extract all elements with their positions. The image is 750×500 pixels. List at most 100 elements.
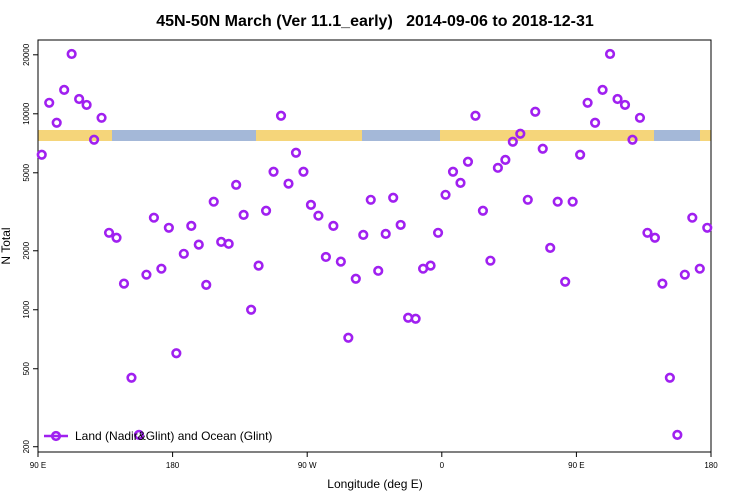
x-tick-label: 90 E [568, 461, 584, 470]
point [305, 199, 317, 210]
point [702, 222, 713, 233]
y-tick-label: 10000 [22, 102, 31, 125]
point [567, 196, 578, 207]
point [156, 263, 167, 274]
point [103, 227, 115, 238]
point [597, 84, 608, 95]
point [253, 260, 264, 271]
point [619, 99, 631, 111]
point [44, 97, 55, 108]
point [432, 227, 444, 238]
point [320, 251, 331, 263]
point [246, 304, 257, 315]
legend-marker [50, 430, 62, 442]
point [133, 429, 145, 440]
x-tick-label: 90 W [298, 461, 317, 470]
point [268, 166, 279, 177]
point [290, 147, 302, 158]
point [604, 48, 616, 60]
surface-strip [38, 130, 711, 141]
point [260, 205, 272, 216]
point [649, 232, 661, 243]
point [477, 205, 489, 216]
point [425, 260, 436, 271]
point [642, 227, 653, 238]
point [201, 279, 212, 290]
point [178, 248, 189, 259]
point [275, 110, 287, 121]
point [74, 93, 85, 105]
point [470, 110, 481, 121]
point [231, 179, 242, 190]
point [88, 134, 100, 145]
point [410, 313, 421, 324]
point [627, 134, 638, 145]
point [530, 106, 541, 117]
y-tick-label: 5000 [22, 163, 31, 181]
point [283, 178, 294, 189]
point [672, 429, 683, 440]
point [395, 219, 406, 231]
point [552, 196, 563, 207]
x-tick-label: 180 [704, 461, 718, 470]
point [500, 154, 511, 165]
point [522, 194, 533, 205]
legend-label: Land (Nadir&Glint) and Ocean (Glint) [75, 429, 272, 443]
point [59, 84, 70, 95]
point [679, 269, 690, 280]
point [537, 143, 548, 154]
point [365, 194, 376, 205]
plot-frame [37, 39, 712, 453]
point [343, 332, 354, 343]
point [485, 255, 496, 266]
point [664, 372, 675, 383]
point [111, 232, 122, 243]
point [515, 128, 526, 139]
point [447, 166, 459, 177]
point [589, 117, 601, 128]
point [36, 149, 47, 160]
point [193, 239, 204, 250]
y-tick-label: 200 [22, 440, 31, 454]
point [81, 99, 92, 111]
point [575, 149, 586, 160]
point [313, 210, 324, 221]
point [657, 278, 668, 289]
x-axis-label: Longitude (deg E) [327, 477, 422, 491]
point [238, 209, 249, 220]
x-tick-label: 90 E [30, 461, 46, 470]
point [612, 93, 623, 105]
x-tick-label: 0 [440, 461, 445, 470]
point [298, 166, 309, 177]
point [223, 238, 234, 249]
point [545, 242, 556, 253]
point [582, 97, 593, 108]
point [96, 112, 107, 123]
point [462, 156, 474, 167]
point [560, 276, 571, 287]
point [380, 228, 391, 239]
y-tick-label: 500 [22, 362, 31, 376]
point [440, 189, 451, 200]
point [126, 372, 137, 383]
point [208, 196, 219, 207]
point [373, 265, 384, 276]
point [141, 269, 152, 280]
y-tick-label: 20000 [22, 43, 31, 66]
point [492, 162, 503, 173]
chart-title: 45N-50N March (Ver 11.1_early) 2014-09-0… [156, 13, 594, 30]
x-tick-label: 180 [166, 461, 180, 470]
y-axis-label: N Total [0, 227, 13, 264]
point [51, 117, 62, 128]
point [687, 212, 698, 223]
point [328, 220, 339, 231]
point [148, 212, 160, 223]
point [507, 136, 518, 147]
point [634, 112, 646, 123]
point [388, 192, 399, 203]
point [171, 348, 182, 359]
point [186, 220, 197, 231]
point [66, 48, 77, 60]
point [335, 256, 346, 267]
